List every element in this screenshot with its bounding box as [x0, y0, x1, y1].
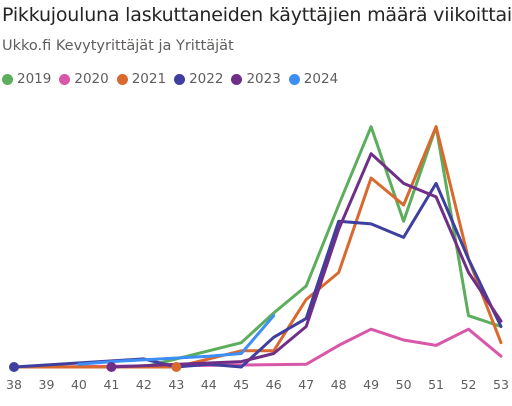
- legend-label-2022: 2022: [189, 71, 224, 87]
- x-tick-label: 39: [39, 377, 55, 392]
- legend-item-2024[interactable]: 2024: [288, 71, 339, 87]
- x-tick-label: 49: [363, 377, 379, 392]
- series-line-2021[interactable]: [12, 125, 503, 369]
- legend-label-2021: 2021: [131, 71, 167, 87]
- series-line-2022[interactable]: [12, 181, 503, 369]
- chart-title: Pikkujouluna laskuttaneiden käyttäjien m…: [2, 4, 512, 26]
- chart-legend: 2019 2020 2021 2022 2023 2024: [2, 71, 346, 87]
- x-tick-label: 44: [201, 377, 217, 392]
- legend-marker-2020: [59, 73, 71, 85]
- x-tick-label: 45: [233, 377, 249, 392]
- x-tick-label: 42: [136, 377, 152, 392]
- x-tick-label: 43: [168, 377, 184, 392]
- legend-item-2021[interactable]: 2021: [116, 71, 167, 87]
- x-tick-label: 41: [103, 377, 119, 392]
- x-tick-label: 47: [298, 377, 314, 392]
- legend-item-2020[interactable]: 2020: [59, 71, 109, 87]
- series-line-2024[interactable]: [77, 314, 276, 366]
- legend-item-2019[interactable]: 2019: [2, 71, 51, 87]
- legend-label-2020: 2020: [74, 71, 109, 87]
- x-tick-label: 46: [266, 377, 282, 392]
- legend-marker-2019: [2, 73, 13, 85]
- x-tick-label: 48: [331, 377, 347, 392]
- series-line-2019[interactable]: [77, 125, 503, 369]
- data-point-2021[interactable]: [171, 362, 182, 372]
- legend-marker-2021: [116, 73, 128, 85]
- x-tick-label: 53: [493, 377, 509, 392]
- legend-marker-2023: [231, 73, 243, 85]
- x-tick-label: 50: [396, 377, 412, 392]
- legend-label-2024: 2024: [303, 71, 339, 87]
- legend-label-2023: 2023: [246, 71, 281, 87]
- x-tick-label: 52: [461, 377, 477, 392]
- legend-item-2023[interactable]: 2023: [231, 71, 281, 87]
- legend-label-2019: 2019: [17, 71, 52, 87]
- chart-subtitle: Ukko.fi Kevytyrittäjät ja Yrittäjät: [2, 38, 234, 54]
- x-tick-label: 51: [428, 377, 444, 392]
- x-tick-label: 38: [6, 377, 22, 392]
- data-point-2023[interactable]: [106, 362, 117, 372]
- legend-marker-2024: [288, 73, 300, 85]
- series-line-2023[interactable]: [109, 152, 503, 369]
- x-tick-label: 40: [71, 377, 87, 392]
- data-point-2022[interactable]: [9, 362, 19, 372]
- legend-marker-2022: [174, 73, 186, 85]
- legend-item-2022[interactable]: 2022: [174, 71, 223, 87]
